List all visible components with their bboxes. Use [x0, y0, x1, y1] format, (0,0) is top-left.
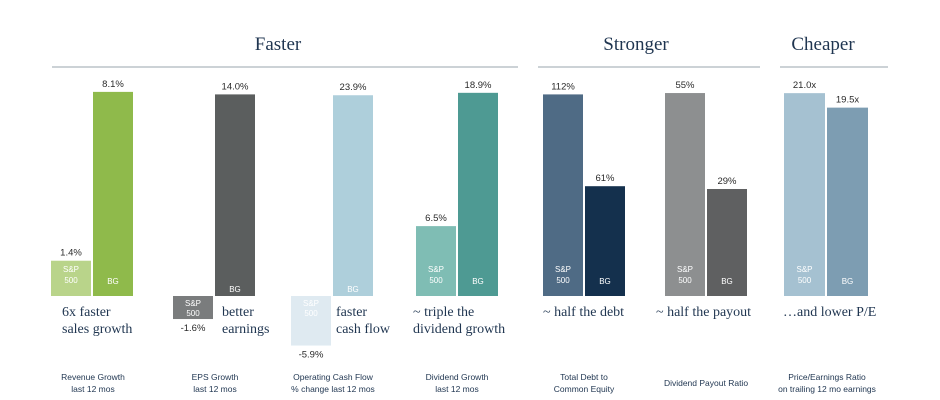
bar-series-label: BG — [842, 277, 854, 286]
group-caption: Dividend Payout Ratio — [664, 378, 748, 388]
bar — [416, 226, 456, 296]
bar — [827, 107, 868, 296]
annotation-text: …and lower P/E — [783, 305, 876, 320]
group-caption: Price/Earnings Ratio — [788, 372, 866, 382]
annotation-text: dividend growth — [413, 322, 505, 337]
data-label: 8.1% — [102, 79, 124, 90]
bar — [291, 296, 331, 346]
data-label: 61% — [595, 173, 615, 184]
data-label: 1.4% — [60, 248, 82, 259]
bar — [585, 186, 625, 296]
bar — [215, 94, 255, 297]
data-label: 23.9% — [340, 82, 367, 93]
group-caption: Total Debt to — [560, 372, 608, 382]
group-caption: on trailing 12 mo earnings — [778, 384, 876, 394]
data-label: -1.6% — [181, 323, 206, 334]
bar-series-label: S&P — [677, 265, 693, 274]
bar-series-label: BG — [347, 285, 359, 294]
data-label: 55% — [675, 80, 695, 91]
bar-series-label: 500 — [186, 309, 200, 318]
bar — [784, 93, 825, 296]
bar-series-label: S&P — [428, 265, 444, 274]
bar — [173, 296, 213, 320]
group-caption: last 12 mos — [435, 384, 478, 394]
annotation-text: ~ half the debt — [543, 305, 624, 320]
annotation-text: ~ triple the — [413, 305, 474, 320]
bar-series-label: 500 — [304, 309, 318, 318]
bar-series-label: 500 — [556, 276, 570, 285]
bar-series-label: S&P — [796, 265, 812, 274]
section-title: Faster — [255, 34, 302, 55]
data-label: 21.0x — [793, 80, 816, 91]
data-label: 18.9% — [465, 80, 492, 91]
annotation-text: 6x faster — [62, 305, 111, 320]
group-caption: Operating Cash Flow — [293, 372, 374, 382]
annotation-text: cash flow — [336, 322, 391, 337]
bar-series-label: 500 — [64, 276, 78, 285]
bar-series-label: 500 — [678, 276, 692, 285]
data-label: 6.5% — [425, 213, 447, 224]
bar — [543, 94, 583, 297]
data-label: 14.0% — [222, 81, 249, 92]
bar-series-label: S&P — [63, 265, 79, 274]
bar-series-label: BG — [599, 277, 611, 286]
annotation-text: faster — [336, 305, 367, 320]
bar-series-label: BG — [721, 277, 733, 286]
group-caption: last 12 mos — [193, 384, 236, 394]
bar-series-label: BG — [107, 277, 119, 286]
group-caption: last 12 mos — [71, 384, 114, 394]
bar-series-label: S&P — [303, 299, 319, 308]
data-label: 112% — [551, 81, 575, 92]
bar-series-label: 500 — [798, 276, 812, 285]
data-label: 19.5x — [836, 95, 859, 106]
group-caption: Revenue Growth — [61, 372, 125, 382]
data-label: 29% — [717, 176, 737, 187]
section-title: Stronger — [603, 34, 669, 55]
annotation-text: sales growth — [62, 322, 132, 337]
section-title: Cheaper — [791, 34, 855, 55]
annotation-text: earnings — [222, 322, 269, 337]
group-caption: Common Equity — [554, 384, 615, 394]
bar-series-label: S&P — [555, 265, 571, 274]
data-label: -5.9% — [299, 350, 324, 361]
bar-series-label: BG — [229, 285, 241, 294]
annotation-text: better — [222, 305, 254, 320]
bar — [458, 92, 498, 296]
bar-series-label: S&P — [185, 299, 201, 308]
bar-series-label: BG — [472, 277, 484, 286]
bar — [707, 188, 747, 296]
group-caption: EPS Growth — [192, 372, 239, 382]
bar — [93, 91, 133, 296]
bar — [51, 260, 91, 296]
bar — [665, 93, 705, 296]
bar — [333, 95, 373, 297]
group-caption: Dividend Growth — [426, 372, 489, 382]
group-caption: % change last 12 mos — [291, 384, 375, 394]
annotation-text: ~ half the payout — [656, 305, 751, 320]
bar-series-label: 500 — [429, 276, 443, 285]
